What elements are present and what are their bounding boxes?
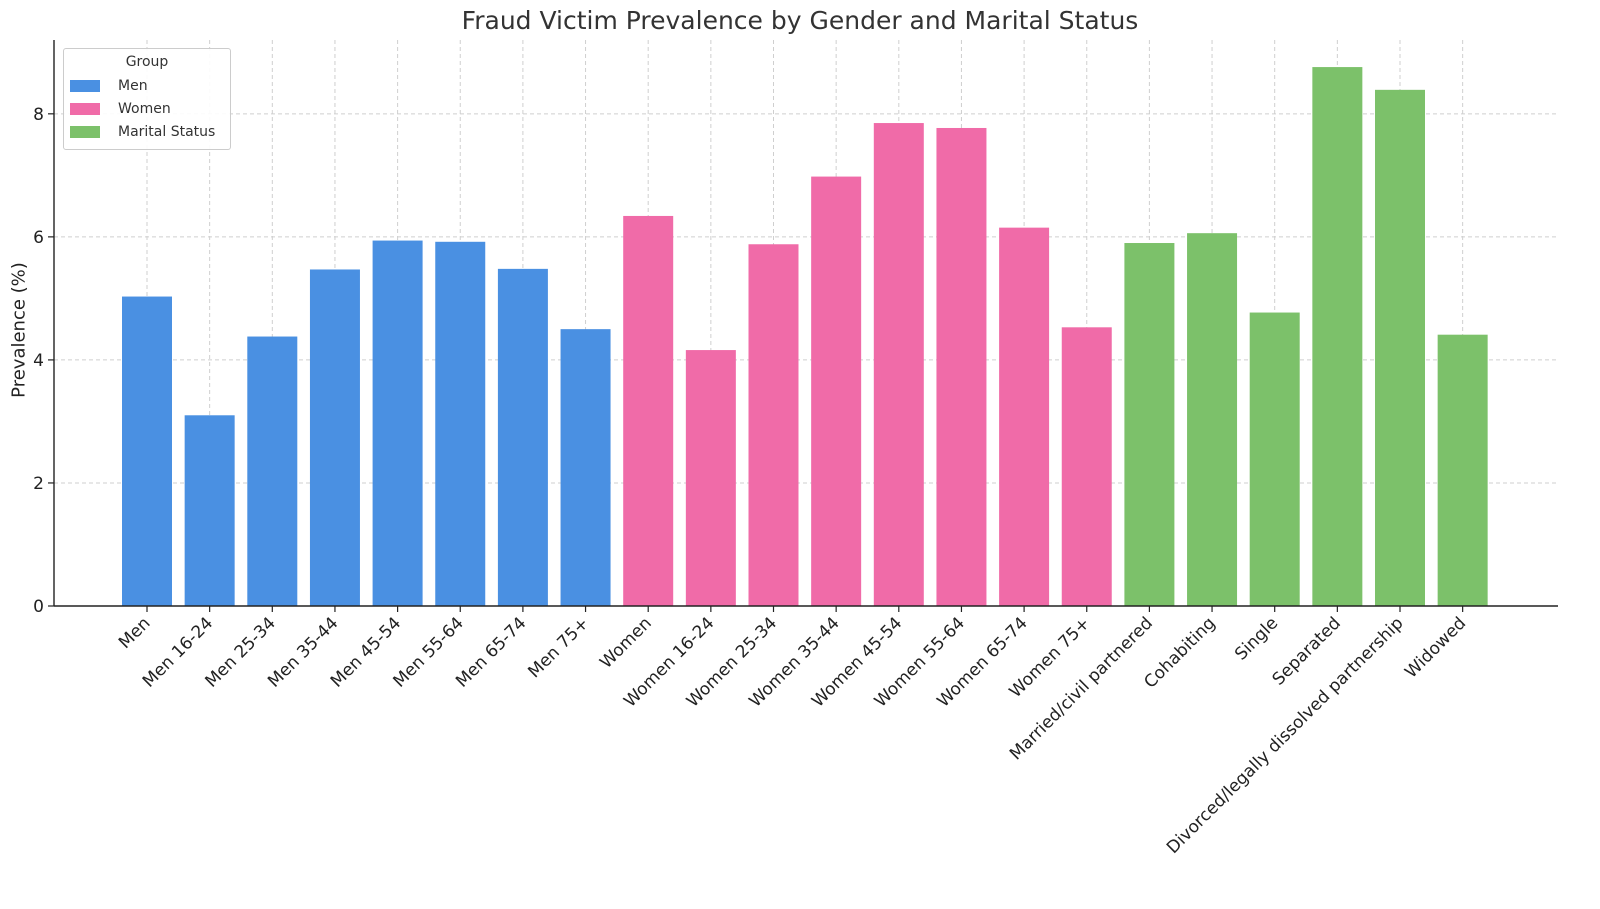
bar-women-16-24 [685, 350, 736, 606]
legend-label-men: Men [118, 78, 148, 94]
bar-separated [1312, 67, 1363, 606]
y-tick-label: 2 [33, 474, 44, 494]
bar-men-25-34 [247, 336, 298, 606]
x-tick-label-men: Men [115, 613, 155, 653]
bar-men-55-64 [435, 241, 486, 606]
x-tick-label-divorced-legally-dissolved-partnership: Divorced/legally dissolved partnership [1163, 613, 1408, 858]
bar-cohabiting [1187, 233, 1238, 606]
bar-divorced-legally-dissolved-partnership [1375, 89, 1425, 606]
bar-women-65-74 [999, 227, 1050, 607]
x-tick-label-women: Women [596, 613, 655, 672]
bar-women [623, 215, 674, 606]
bars [122, 67, 1488, 607]
legend: Group Men Women Marital Status [63, 48, 231, 150]
y-tick-label: 6 [33, 228, 44, 248]
x-tick-label-single: Single [1231, 613, 1282, 664]
bar-women-45-54 [873, 123, 924, 606]
bar-men-75 [560, 329, 611, 606]
bar-widowed [1437, 334, 1488, 606]
x-tick-label-widowed: Widowed [1401, 613, 1470, 682]
bar-men [122, 296, 172, 606]
y-tick-label: 8 [33, 105, 44, 125]
bar-men-16-24 [184, 415, 235, 606]
bar-women-35-44 [811, 176, 862, 607]
bar-women-55-64 [936, 127, 987, 607]
bar-women-25-34 [748, 244, 799, 606]
y-tick-label: 4 [33, 351, 44, 371]
legend-entry-marital-status: Marital Status [70, 123, 215, 141]
x-tick-label-men-75: Men 75+ [524, 613, 593, 682]
axes [48, 40, 1558, 612]
legend-label-marital-status: Marital Status [118, 124, 216, 140]
legend-swatch-men [70, 80, 100, 92]
bar-single [1249, 312, 1300, 606]
chart-title: Fraud Victim Prevalence by Gender and Ma… [461, 6, 1139, 35]
bar-married-civil-partnered [1124, 243, 1175, 607]
legend-entry-men: Men [70, 77, 148, 95]
y-tick-label: 0 [33, 597, 44, 617]
bar-women-75 [1061, 327, 1112, 606]
bar-men-65-74 [497, 268, 548, 606]
legend-swatch-marital-status [70, 126, 100, 138]
legend-title: Group [125, 54, 169, 70]
bar-men-35-44 [309, 269, 360, 606]
bar-men-45-54 [372, 240, 423, 607]
legend-entry-women: Women [70, 100, 171, 118]
legend-label-women: Women [118, 101, 171, 117]
legend-swatch-women [70, 103, 100, 115]
